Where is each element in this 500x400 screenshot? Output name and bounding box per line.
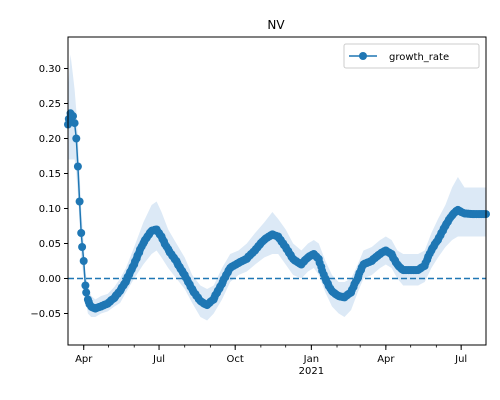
- data-point: [81, 281, 90, 290]
- legend-box: [343, 43, 480, 69]
- y-tick-label: 0.00: [39, 274, 61, 285]
- y-tick-label: 0.30: [39, 64, 61, 75]
- data-point: [77, 229, 86, 237]
- chart-title: NV: [267, 18, 285, 32]
- data-point: [72, 134, 81, 143]
- y-tick-label: 0.10: [39, 204, 61, 215]
- x-tick-sublabel: 2021: [299, 366, 324, 377]
- x-tick-label: Oct: [227, 354, 244, 365]
- y-axis: −0.05 0.00 0.05 0.10 0.15 0.20 0.25 0.30: [30, 64, 68, 320]
- data-point: [75, 197, 84, 206]
- x-tick-label: Apr: [75, 354, 93, 365]
- data-point: [73, 162, 82, 171]
- data-point: [79, 257, 88, 265]
- data-point: [69, 112, 77, 121]
- legend: growth_rate: [343, 43, 480, 69]
- y-tick-label: −0.05: [30, 309, 61, 320]
- plot-area: [64, 54, 490, 321]
- data-point: [70, 119, 79, 128]
- legend-marker-swatch: [359, 52, 367, 60]
- y-tick-label: 0.20: [39, 134, 61, 145]
- y-tick-label: 0.25: [39, 99, 61, 110]
- x-tick-label: Jan: [303, 354, 319, 365]
- axes-frame: [67, 36, 487, 346]
- data-point: [82, 288, 91, 297]
- series-markers: [64, 109, 490, 313]
- legend-label-growth-rate: growth_rate: [389, 52, 449, 63]
- y-tick-label: 0.15: [39, 169, 61, 180]
- x-tick-label: Jul: [152, 354, 165, 365]
- data-point: [78, 243, 87, 251]
- confidence-band: [68, 54, 486, 321]
- y-tick-label: 0.05: [39, 239, 61, 250]
- x-tick-label: Jul: [454, 354, 467, 365]
- x-tick-label: Apr: [377, 354, 395, 365]
